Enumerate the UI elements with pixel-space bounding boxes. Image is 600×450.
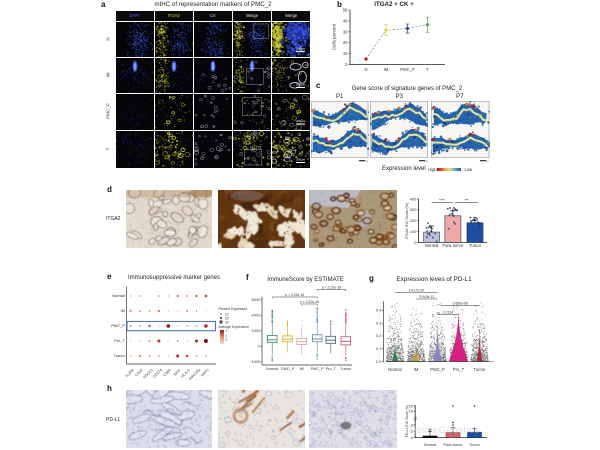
- svg-text:p < 2.22e-16: p < 2.22e-16: [300, 300, 319, 304]
- svg-text:3.417e-09: 3.417e-09: [409, 289, 424, 293]
- svg-text:200μm: 200μm: [296, 46, 306, 50]
- svg-text:0: 0: [258, 345, 260, 349]
- svg-text:0: 0: [411, 435, 414, 440]
- svg-text:20: 20: [225, 316, 229, 320]
- svg-text:p < 2.22e-16: p < 2.22e-16: [322, 286, 341, 290]
- svg-text:0: 0: [414, 240, 417, 245]
- svg-text:200: 200: [410, 218, 417, 223]
- svg-text:15: 15: [409, 409, 414, 414]
- svg-text:200μm: 200μm: [296, 119, 306, 123]
- svg-text:10: 10: [343, 51, 348, 56]
- svg-text:50: 50: [343, 8, 348, 13]
- svg-text:30: 30: [343, 29, 348, 34]
- svg-text:30: 30: [225, 320, 229, 324]
- svg-text:200μm: 200μm: [296, 82, 306, 86]
- svg-text:4: 4: [411, 422, 414, 427]
- svg-text:400: 400: [410, 196, 417, 201]
- svg-text:2000: 2000: [251, 314, 259, 318]
- svg-text:***: ***: [464, 199, 469, 203]
- svg-text:200μm: 200μm: [296, 157, 306, 161]
- svg-text:0.0: 0.0: [376, 359, 382, 364]
- svg-text:20: 20: [409, 403, 414, 408]
- svg-text:2: 2: [411, 429, 414, 434]
- svg-text:0.4: 0.4: [376, 308, 382, 313]
- svg-text:3.690e-08: 3.690e-08: [453, 302, 468, 306]
- svg-text:3000: 3000: [251, 298, 259, 302]
- svg-text:40: 40: [343, 18, 348, 23]
- svg-text:0.3: 0.3: [376, 320, 382, 325]
- svg-text:1000: 1000: [251, 329, 259, 333]
- svg-text:0.2134: 0.2134: [443, 311, 453, 315]
- svg-text:p < 2.22e-16: p < 2.22e-16: [285, 293, 304, 297]
- svg-text:300: 300: [410, 207, 417, 212]
- svg-text:0.2: 0.2: [376, 333, 382, 338]
- svg-text:0.1: 0.1: [376, 346, 382, 351]
- svg-text:0: 0: [345, 62, 348, 67]
- svg-text:3.943e-12: 3.943e-12: [419, 295, 434, 299]
- svg-text:****: ****: [439, 199, 445, 203]
- svg-text:10: 10: [225, 312, 229, 316]
- svg-text:20: 20: [343, 40, 348, 45]
- svg-text:−1000: −1000: [250, 360, 260, 364]
- svg-text:100: 100: [410, 229, 417, 234]
